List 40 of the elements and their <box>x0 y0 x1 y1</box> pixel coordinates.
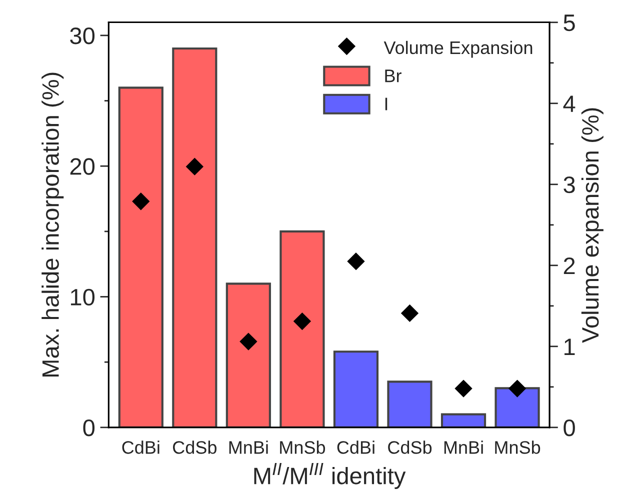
legend-label: Volume Expansion <box>384 40 532 58</box>
y-tick-label: 30 <box>70 28 95 44</box>
y2-tick-label: 0 <box>564 419 575 436</box>
x-axis-title: M$^{II}$/M$^{III}$ identity <box>254 463 406 489</box>
bar <box>440 413 486 428</box>
legend-label: Br <box>385 70 402 82</box>
point <box>294 312 311 330</box>
bar <box>387 380 432 428</box>
y-axis-title: Max. halide incorporation (%) <box>42 72 64 376</box>
point <box>454 380 472 398</box>
point <box>186 158 204 176</box>
bar <box>333 350 379 428</box>
x-tick-label: MnBi <box>444 440 483 454</box>
point <box>240 332 257 350</box>
point <box>132 192 150 210</box>
point <box>347 252 365 270</box>
x-tick-label: MnBi <box>229 440 268 454</box>
y2-tick-label: 1 <box>564 338 575 355</box>
x-tick-label: CdBi <box>337 440 374 454</box>
bar <box>118 86 164 428</box>
bar <box>226 282 271 428</box>
y2-tick-label: 5 <box>564 14 575 32</box>
point <box>401 304 418 322</box>
y2-tick-label: 2 <box>564 257 575 274</box>
y2-tick-label: 4 <box>563 96 576 112</box>
y-tick-label: 10 <box>70 288 95 306</box>
bar <box>280 230 325 428</box>
y2-tick-label: 3 <box>564 176 575 194</box>
x-tick-label: CdBi <box>122 440 160 454</box>
x-tick-label: CdSb <box>172 440 216 454</box>
point <box>508 380 526 398</box>
x-tick-label: MnSb <box>495 440 540 454</box>
legend-label: I <box>385 98 388 110</box>
bar <box>494 387 540 428</box>
y2-axis-title: Volume expansion (%) <box>581 108 604 343</box>
x-tick-label: CdSb <box>388 440 432 454</box>
y-tick-label: 0 <box>83 419 95 436</box>
x-tick-label: MnSb <box>280 440 326 454</box>
y-tick-label: 20 <box>70 158 95 175</box>
bar <box>172 47 218 428</box>
